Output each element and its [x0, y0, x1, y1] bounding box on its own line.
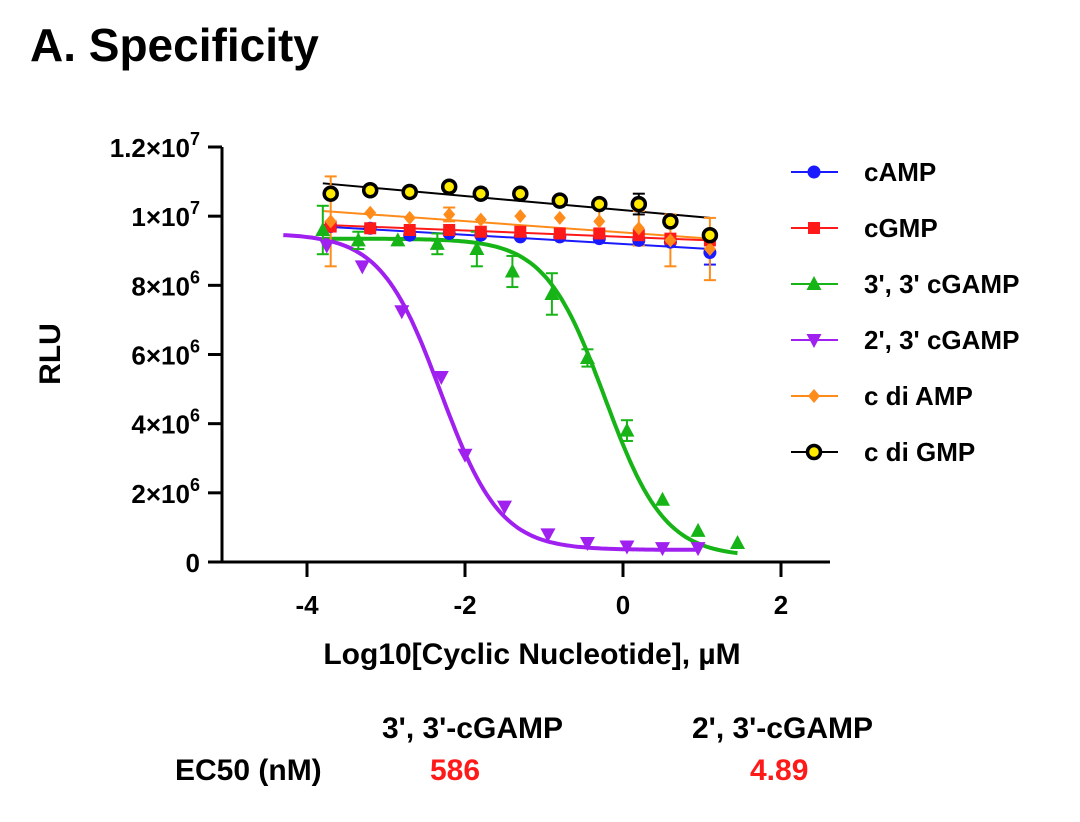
data-point-cgmp	[443, 224, 455, 236]
data-point-cgmp	[404, 224, 416, 236]
legend: cAMP cGMP 3', 3' cGAMP 2', 3' cGAMP c di AMP…	[791, 157, 1019, 467]
data-point-c-di-amp	[404, 211, 416, 225]
data-point-c-di-amp	[514, 209, 526, 223]
legend-entry-cgmp: cGMP	[791, 213, 938, 243]
data-point-c-di-gmp	[553, 194, 566, 207]
data-point-c-di-gmp	[443, 180, 456, 193]
data-point-c-di-amp	[554, 211, 566, 225]
legend-entry-camp: cAMP	[791, 157, 936, 187]
data-point-c-di-amp	[593, 214, 605, 228]
legend-marker	[808, 446, 821, 459]
legend-label: cAMP	[864, 157, 936, 187]
legend-entry-3-3-cgamp: 3', 3' cGAMP	[791, 269, 1019, 299]
data-point-c-di-gmp	[703, 229, 716, 242]
data-point-c-di-gmp	[324, 187, 337, 200]
y-tick-label: 2×106	[131, 475, 200, 509]
data-point-c-di-amp	[364, 206, 376, 220]
data-point-c-di-gmp	[403, 185, 416, 198]
data-point-3-3-cgamp	[580, 350, 595, 364]
data-point-c-di-gmp	[664, 215, 677, 228]
x-tick-label: 0	[616, 590, 630, 620]
y-tick-label: 1.2×107	[110, 129, 200, 163]
data-point-c-di-gmp	[632, 198, 645, 211]
legend-entry-c-di-amp: c di AMP	[791, 381, 973, 411]
data-point-3-3-cgamp	[505, 264, 520, 278]
data-point-cgmp	[364, 222, 376, 234]
y-tick-label: 6×106	[131, 337, 200, 371]
legend-label: c di GMP	[864, 437, 975, 467]
legend-label: cGMP	[864, 213, 938, 243]
fit-curve-3-3-cgamp	[323, 239, 738, 553]
fit-curve-2-3-cgamp	[283, 235, 698, 550]
x-ticks: -4 -2 0 2	[295, 562, 788, 620]
data-point-c-di-gmp	[514, 187, 527, 200]
legend-label: 3', 3' cGAMP	[864, 269, 1019, 299]
ec50-value-3-3-cgamp: 586	[430, 754, 480, 788]
data-point-c-di-gmp	[593, 198, 606, 211]
legend-marker	[808, 166, 821, 179]
data-point-3-3-cgamp	[655, 492, 670, 506]
data-point-cgmp	[554, 227, 566, 239]
data-point-c-di-gmp	[474, 187, 487, 200]
chart: 0 2×106 4×106 6×106 8×106 1×107 1.2×107 -4 -2 0 2…	[0, 0, 1080, 822]
data-point-2-3-cgamp	[355, 260, 370, 274]
y-tick-label: 0	[186, 548, 200, 578]
x-tick-label: -4	[295, 590, 319, 620]
data-point-cgmp	[514, 226, 526, 238]
ec50-col-2-name: 2', 3'-cGAMP	[692, 712, 873, 746]
ec50-value-2-3-cgamp: 4.89	[750, 754, 808, 788]
x-tick-label: 2	[774, 590, 788, 620]
legend-marker	[808, 389, 820, 403]
data-point-3-3-cgamp	[619, 423, 634, 437]
data-point-c-di-amp	[475, 213, 487, 227]
y-tick-label: 1×107	[131, 198, 200, 232]
y-tick-label: 4×106	[131, 406, 200, 440]
legend-label: 2', 3' cGAMP	[864, 325, 1019, 355]
x-tick-label: -2	[453, 590, 476, 620]
legend-marker	[808, 222, 820, 234]
data-point-cgmp	[475, 226, 487, 238]
data-point-c-di-gmp	[364, 184, 377, 197]
legend-entry-c-di-gmp: c di GMP	[791, 437, 975, 467]
legend-label: c di AMP	[864, 381, 973, 411]
y-ticks: 0 2×106 4×106 6×106 8×106 1×107 1.2×107	[110, 129, 222, 578]
legend-entry-2-3-cgamp: 2', 3' cGAMP	[791, 325, 1019, 355]
ec50-col-1-name: 3', 3'-cGAMP	[382, 712, 563, 746]
y-axis-label: RLU	[34, 323, 67, 385]
data-point-2-3-cgamp	[319, 240, 334, 254]
data-point-3-3-cgamp	[730, 535, 745, 549]
x-axis-label: Log10[Cyclic Nucleotide], µM	[323, 638, 740, 671]
data-point-cgmp	[593, 227, 605, 239]
y-tick-label: 8×106	[131, 267, 200, 301]
ec50-row-label: EC50 (nM)	[175, 754, 322, 788]
axes	[222, 147, 830, 562]
data-point-3-3-cgamp	[691, 523, 706, 537]
